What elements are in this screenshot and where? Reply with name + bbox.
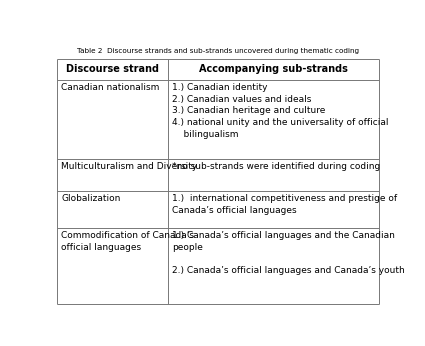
Text: Canadian nationalism: Canadian nationalism [61,83,159,92]
Text: 1.)  international competitiveness and prestige of
Canada’s official languages: 1.) international competitiveness and pr… [172,194,397,215]
Text: Accompanying sub-strands: Accompanying sub-strands [199,64,348,74]
Text: Commodification of Canada’s
official languages: Commodification of Canada’s official lan… [61,231,194,252]
Text: Globalization: Globalization [61,194,120,203]
Text: *no sub-strands were identified during coding: *no sub-strands were identified during c… [172,162,380,171]
Text: 1.) Canadian identity
2.) Canadian values and ideals
3.) Canadian heritage and c: 1.) Canadian identity 2.) Canadian value… [172,83,388,139]
Text: Table 2  Discourse strands and sub-strands uncovered during thematic coding: Table 2 Discourse strands and sub-strand… [77,48,359,54]
Text: Discourse strand: Discourse strand [66,64,159,74]
Text: Multiculturalism and Diversity: Multiculturalism and Diversity [61,162,197,171]
Text: 1.) Canada’s official languages and the Canadian
people

2.) Canada’s official l: 1.) Canada’s official languages and the … [172,231,405,275]
